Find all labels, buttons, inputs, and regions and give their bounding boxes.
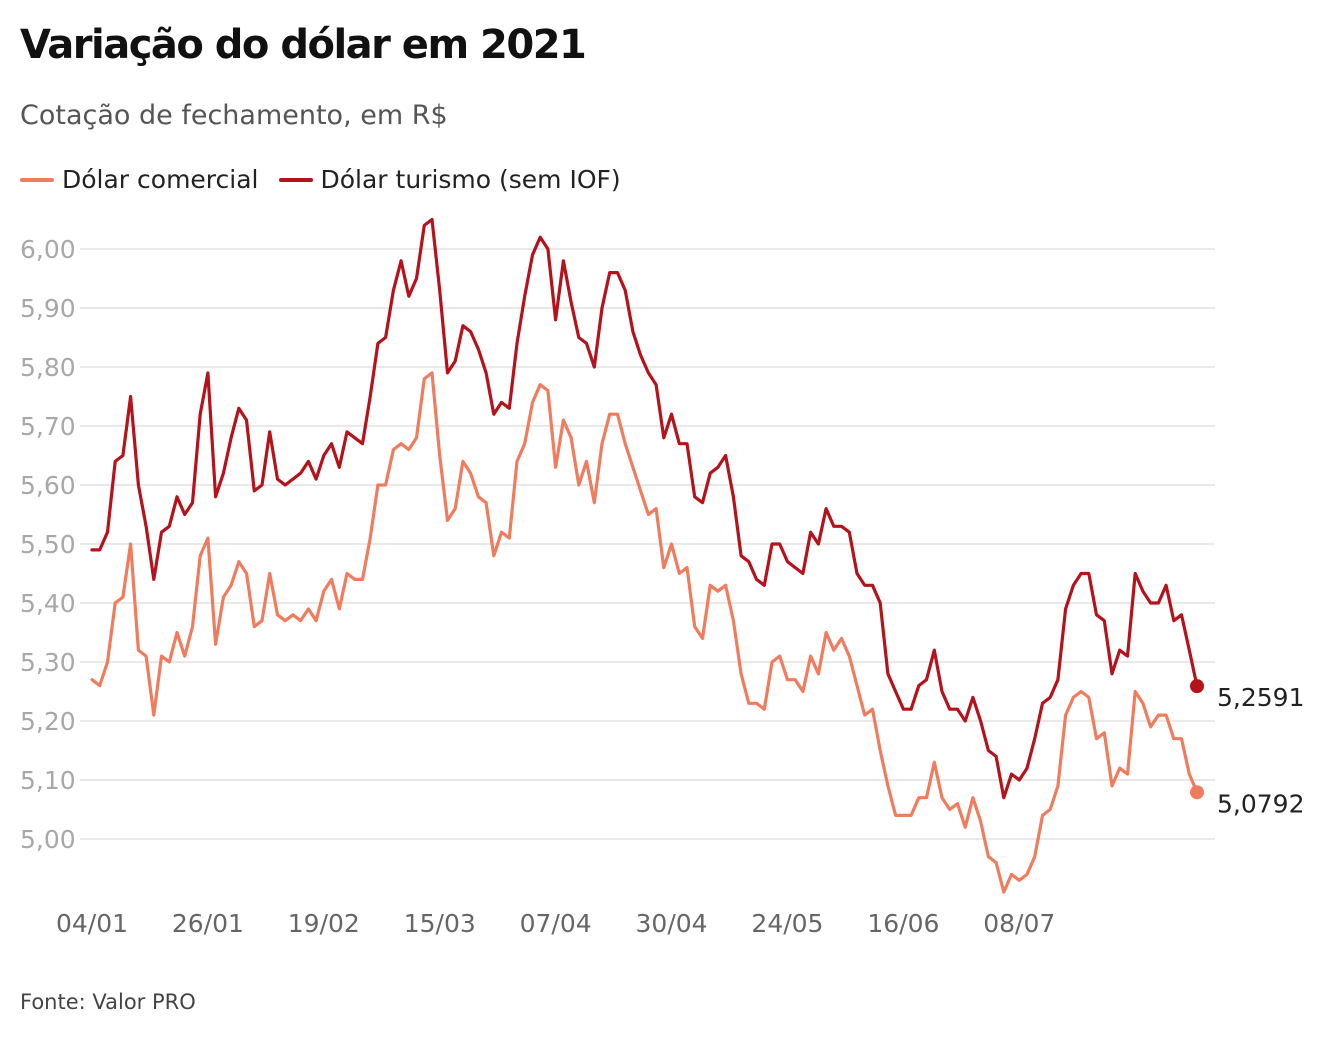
x-tick-label: 08/07 bbox=[983, 909, 1055, 938]
legend-label-comercial: Dólar comercial bbox=[62, 165, 259, 194]
y-tick-label: 5,90 bbox=[20, 294, 76, 323]
legend-item-turismo: Dólar turismo (sem IOF) bbox=[278, 165, 621, 194]
x-tick-label: 26/01 bbox=[172, 909, 244, 938]
y-tick-label: 5,40 bbox=[20, 589, 76, 618]
end-point-comercial bbox=[1190, 785, 1204, 800]
line-chart: 5,00 5,10 5,20 5,30 5,40 5,50 5,60 5,70 5,80 5,90… bbox=[20, 217, 1304, 938]
source-note: Fonte: Valor PRO bbox=[20, 990, 196, 1014]
y-tick-label: 5,50 bbox=[20, 530, 76, 559]
y-tick-label: 6,00 bbox=[20, 235, 76, 264]
series-line-turismo bbox=[90, 217, 1199, 800]
legend-swatch-turismo bbox=[278, 177, 313, 182]
legend-swatch-comercial bbox=[20, 177, 54, 182]
y-tick-label: 5,80 bbox=[20, 353, 76, 382]
chart-title: Variação do dólar em 2021 bbox=[20, 22, 587, 68]
end-point-turismo bbox=[1190, 679, 1204, 694]
chart-subtitle: Cotação de fechamento, em R$ bbox=[20, 100, 448, 131]
x-tick-label: 30/04 bbox=[636, 909, 708, 938]
y-tick-label: 5,30 bbox=[20, 648, 76, 677]
y-tick-label: 5,70 bbox=[20, 412, 76, 441]
x-tick-label: 04/01 bbox=[56, 909, 128, 938]
x-tick-label: 15/03 bbox=[404, 909, 476, 938]
legend-label-turismo: Dólar turismo (sem IOF) bbox=[320, 165, 621, 194]
y-tick-label: 5,20 bbox=[20, 707, 76, 736]
end-value-label: 5,2591 bbox=[1217, 683, 1304, 712]
end-value-label: 5,0792 bbox=[1217, 789, 1304, 818]
y-tick-label: 5,10 bbox=[20, 766, 76, 795]
x-tick-label: 16/06 bbox=[867, 909, 939, 938]
y-tick-label: 5,60 bbox=[20, 471, 76, 500]
y-tick-label: 5,00 bbox=[20, 825, 76, 854]
series-line-comercial bbox=[90, 371, 1199, 894]
x-tick-label: 24/05 bbox=[751, 909, 823, 938]
x-tick-label: 07/04 bbox=[520, 909, 592, 938]
legend: Dólar comercial Dólar turismo (sem IOF) bbox=[20, 165, 641, 194]
x-tick-label: 19/02 bbox=[288, 909, 360, 938]
legend-item-comercial: Dólar comercial bbox=[20, 165, 259, 194]
